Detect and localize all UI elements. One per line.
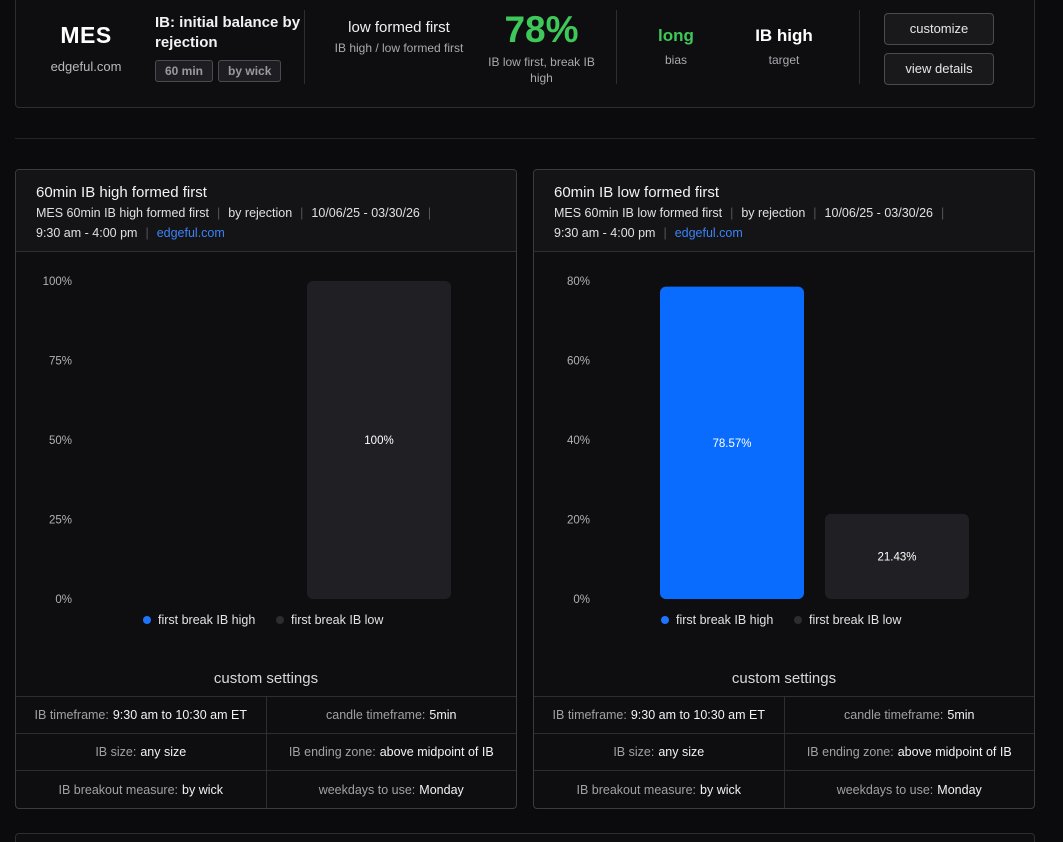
strategy-name: IB: initial balance by rejection [155,14,301,51]
custom-settings-title: custom settings [213,670,319,687]
settings-row: IB size: any size IB ending zone: above mi… [534,734,1034,771]
legend-marker [661,616,669,624]
y-tick-label: 20% [567,515,590,527]
summary-card: MES edgeful.com IB: initial balance by r… [15,0,1035,108]
meta-site-link[interactable]: edgeful.com [156,226,225,240]
probability-stat: 78% IB low first, break IB high [484,10,599,86]
setting-candle-timeframe: candle timeframe: 5min [783,697,1035,733]
setting-ib-ending-zone: IB ending zone: above midpoint of IB [783,734,1035,770]
bias-label: bias [664,53,687,67]
meta-mode: by rejection [228,206,293,220]
legend-label: first break IB high [676,613,773,627]
setting-ib-timeframe: IB timeframe: 9:30 am to 10:30 am ET [552,708,765,722]
legend-label: first break IB high [158,613,255,627]
target-stat: IB high target [738,26,830,68]
y-tick-label: 0% [573,594,590,606]
chart-card-ib-low: 60min IB low formed first MES 60min IB l… [533,169,1035,809]
formed-first-stat: low formed first IB high / low formed fi… [334,19,464,56]
y-tick-label: 40% [567,435,590,447]
setting-ib-size: IB size: any size [95,745,187,759]
card-meta: MES 60min IB low formed first | by rejecti… [554,206,945,240]
section-divider [15,138,1035,139]
y-tick-label: 80% [567,276,590,288]
setting-ib-timeframe: IB timeframe: 9:30 am to 10:30 am ET [34,708,247,722]
custom-settings-title: custom settings [731,670,837,687]
strategy-block: IB: initial balance by rejection 60 min … [155,13,305,82]
bar-chart: 0% 20% 40% 60% 80% 78.57% 21.43% first break IB… [567,276,969,627]
y-tick-label: 50% [49,435,72,447]
settings-table: IB timeframe: 9:30 am to 10:30 am ET cand… [534,696,1034,808]
legend-label: first break IB low [291,613,384,627]
y-tick-label: 100% [43,276,72,288]
card-header: 60min IB low formed first MES 60min IB l… [534,170,1034,252]
target-value: IB high [755,26,813,45]
meta-hours: 9:30 am - 4:00 pm [36,226,138,240]
meta-description: MES 60min IB low formed first [554,206,723,220]
settings-table: IB timeframe: 9:30 am to 10:30 am ET cand… [16,696,516,808]
chart-card-ib-high: 60min IB high formed first MES 60min IB … [15,169,517,809]
y-tick-label: 75% [49,356,72,368]
legend-marker [143,616,151,624]
meta-hours: 9:30 am - 4:00 pm [554,226,656,240]
meta-description: MES 60min IB high formed first [36,206,209,220]
divider [859,10,860,84]
legend-marker [794,616,802,624]
bias-stat: long bias [636,26,716,68]
bar-chart: 0% 25% 50% 75% 100% 100% first break IB high fi… [43,276,451,627]
bias-value: long [658,26,694,45]
y-tick-label: 25% [49,515,72,527]
site-domain: edgeful.com [50,59,122,74]
meta-mode: by rejection [741,206,806,220]
divider [304,10,305,84]
target-label: target [768,53,800,67]
setting-weekdays: weekdays to use: Monday [783,771,1035,808]
card-meta: MES 60min IB high formed first | by reject… [36,206,432,240]
settings-row: IB timeframe: 9:30 am to 10:30 am ET cand… [16,697,516,734]
divider [616,10,617,84]
settings-row: IB breakout measure: by wick weekdays to … [534,771,1034,808]
legend-label: first break IB low [809,613,902,627]
bar-first-break-ib-low [307,281,451,599]
setting-ib-ending-zone: IB ending zone: above midpoint of IB [265,734,517,770]
meta-date-range: 10/06/25 - 03/30/26 [824,206,933,220]
y-tick-label: 0% [55,594,72,606]
setting-breakout-measure: IB breakout measure: by wick [576,782,742,797]
card-title: 60min IB low formed first [554,184,720,201]
bar-data-label: 21.43% [877,551,916,563]
bar-data-label: 100% [364,435,393,447]
meta-date-range: 10/06/25 - 03/30/26 [311,206,420,220]
setting-weekdays: weekdays to use: Monday [265,771,517,808]
setting-ib-size: IB size: any size [613,745,705,759]
legend-marker [276,616,284,624]
meta-site-link[interactable]: edgeful.com [674,226,743,240]
settings-row: IB breakout measure: by wick weekdays to … [16,771,516,808]
bar-first-break-ib-low [825,513,969,599]
next-card [15,833,1035,842]
timeframe-tag: 60 min [155,60,214,82]
formed-first-value: low formed first [348,19,450,36]
bar-first-break-ib-high [660,286,804,599]
probability-label: IB low first, break IB high [488,55,595,85]
card-title: 60min IB high formed first [36,184,207,201]
settings-row: IB timeframe: 9:30 am to 10:30 am ET cand… [534,697,1034,734]
ticker-symbol: MES [60,22,112,48]
customize-button[interactable]: customize [884,13,994,45]
measure-tag: by wick [218,60,282,82]
probability-value: 78% [504,9,579,50]
y-tick-label: 60% [567,356,590,368]
formed-first-label: IB high / low formed first [334,41,464,55]
card-header: 60min IB high formed first MES 60min IB … [16,170,516,252]
view-details-button[interactable]: view details [884,53,994,85]
symbol-block: MES edgeful.com [48,22,124,74]
setting-breakout-measure: IB breakout measure: by wick [58,782,224,797]
bar-data-label: 78.57% [712,438,751,450]
settings-row: IB size: any size IB ending zone: above mi… [16,734,516,771]
setting-candle-timeframe: candle timeframe: 5min [265,697,517,733]
